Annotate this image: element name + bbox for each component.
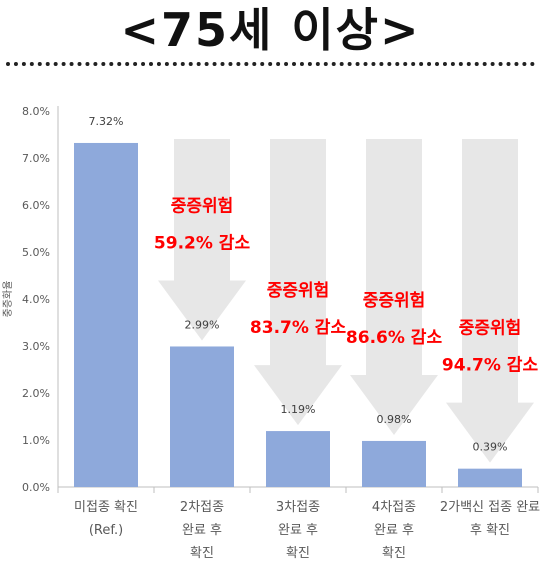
y-tick-label: 6.0% (22, 199, 50, 212)
data-label: 0.39% (473, 441, 508, 454)
bar (170, 346, 234, 487)
bar (74, 142, 138, 487)
x-tick-label-line: 2차접종 (180, 500, 224, 515)
risk-annotation: 중증위험 86.6% 감소 (346, 290, 443, 348)
x-tick-label-line: 확진 (190, 546, 214, 561)
bar (266, 431, 330, 487)
risk-annotation-line: 중증위험 (267, 280, 330, 301)
x-tick-label-line: 확진 (382, 546, 406, 561)
y-tick-label: 3.0% (22, 340, 50, 353)
risk-annotation-line: 중증위험 (171, 195, 234, 216)
data-label: 1.19% (281, 403, 316, 416)
y-tick-label: 2.0% (22, 387, 50, 400)
down-arrow (446, 139, 534, 463)
down-arrow (254, 139, 342, 426)
chart-title: <75세 이상> (120, 3, 421, 57)
data-label: 0.98% (377, 413, 412, 426)
x-tick-label-line: 확진 (286, 546, 310, 561)
x-tick-label-line: 4차접종 (372, 500, 416, 515)
y-tick-label: 1.0% (22, 434, 50, 447)
risk-annotation-line: 59.2% 감소 (154, 233, 251, 253)
x-tick-label-line: 3차접종 (276, 500, 320, 515)
x-tick-label-line: 2가백신 접종 완료 (440, 500, 540, 515)
y-tick-label: 7.0% (22, 152, 50, 165)
risk-annotation-line: 중증위험 (459, 318, 522, 339)
y-axis-title: 중증화율 (2, 281, 14, 318)
x-tick-label-line: 미접종 확진 (74, 500, 138, 515)
risk-annotation-line: 86.6% 감소 (346, 328, 443, 348)
risk-annotation: 중증위험 83.7% 감소 (250, 280, 347, 338)
x-tick-label-line: (Ref.) (89, 523, 123, 538)
risk-annotation-line: 94.7% 감소 (442, 356, 539, 376)
x-tick-label-line: 완료 후 (182, 523, 222, 538)
x-tick-label-line: 후 확진 (470, 523, 510, 538)
risk-annotation: 중증위험 59.2% 감소 (154, 195, 251, 253)
risk-annotation-line: 중증위험 (363, 290, 426, 311)
down-arrow (350, 139, 438, 435)
bar (458, 468, 522, 487)
x-tick-label-line: 완료 후 (278, 523, 318, 538)
y-tick-label: 5.0% (22, 246, 50, 259)
y-tick-label: 0.0% (22, 481, 50, 494)
risk-annotation-line: 83.7% 감소 (250, 318, 347, 338)
x-tick-label-line: 완료 후 (374, 523, 414, 538)
data-label: 7.32% (89, 115, 124, 128)
bar (362, 440, 426, 487)
dotted-divider (6, 62, 535, 66)
x-tick-label: 미접종 확진 (Ref.) (74, 500, 138, 538)
risk-annotation: 중증위험 94.7% 감소 (442, 318, 539, 376)
y-tick-label: 4.0% (22, 293, 50, 306)
down-arrow (158, 139, 246, 341)
y-tick-label: 8.0% (22, 105, 50, 118)
data-label: 2.99% (185, 318, 220, 331)
